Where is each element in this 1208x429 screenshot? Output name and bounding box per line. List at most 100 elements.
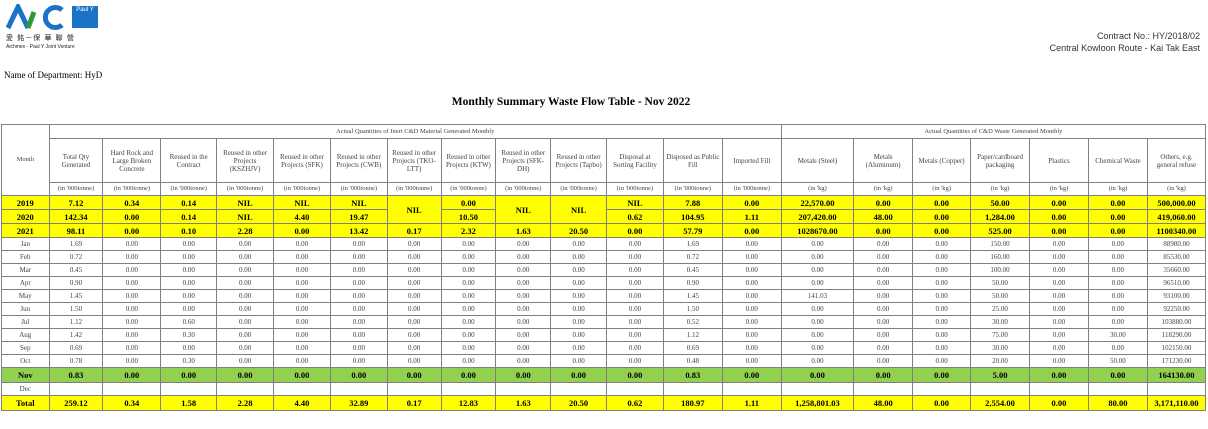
- table-cell: 25.00: [970, 302, 1030, 316]
- table-cell: 0.00: [912, 341, 972, 355]
- table-cell: 1100340.00: [1146, 223, 1207, 238]
- table-cell: 0.00: [606, 302, 664, 316]
- table-cell: 0.00: [102, 237, 162, 251]
- table-cell: 0.00: [780, 354, 855, 368]
- table-cell: 1.42: [48, 328, 104, 342]
- table-cell: 0.00: [550, 328, 607, 342]
- table-cell: 0.00: [853, 223, 914, 238]
- unit-cell: (in 'kg): [912, 182, 972, 196]
- table-cell: 0.00: [853, 289, 914, 303]
- table-cell: 0.00: [550, 250, 607, 264]
- table-cell: 0.00: [1087, 223, 1148, 238]
- table-row: May 1.45 0.00 0.00 0.00 0.00 0.00 0.00 0.00 0.00 0…: [1, 289, 1207, 303]
- table-cell: 0.00: [160, 250, 218, 264]
- table-cell: 75.00: [970, 328, 1030, 342]
- table-cell: 0.00: [386, 276, 442, 290]
- table-cell: 0.00: [329, 263, 388, 277]
- month-label: Apr: [1, 276, 50, 290]
- table-cell: [721, 382, 782, 396]
- table-cell: 0.00: [1029, 237, 1089, 251]
- table-cell: 0.00: [216, 354, 274, 368]
- table-cell: 0.00: [606, 237, 664, 251]
- table-cell: 0.00: [216, 237, 274, 251]
- table-cell: 0.00: [853, 354, 914, 368]
- table-cell: [853, 382, 914, 396]
- unit-cell: (in '000tonne): [102, 182, 162, 196]
- table-cell: [912, 382, 972, 396]
- table-cell: 0.00: [606, 341, 664, 355]
- table-cell: [495, 382, 552, 396]
- table-cell: 0.00: [216, 328, 274, 342]
- table-cell: 0.00: [606, 354, 664, 368]
- table-cell: 35660.00: [1146, 263, 1207, 277]
- table-cell: 0.00: [721, 341, 782, 355]
- table-cell: 0.00: [329, 289, 388, 303]
- table-cell: 0.00: [495, 250, 552, 264]
- table-cell: 0.00: [495, 237, 552, 251]
- table-cell: 3,171,110.00: [1146, 395, 1207, 411]
- department-name: Name of Department: HyD: [4, 70, 103, 80]
- table-cell: 0.83: [662, 367, 723, 383]
- table-cell: 0.00: [606, 328, 664, 342]
- table-cell: 0.00: [102, 367, 162, 383]
- table-cell: 0.00: [1087, 250, 1148, 264]
- table-cell: 50.00: [970, 276, 1030, 290]
- table-cell: 0.45: [662, 263, 723, 277]
- unit-cell: (in '000tonne): [216, 182, 274, 196]
- table-cell: 1.45: [48, 289, 104, 303]
- table-cell: 0.00: [721, 223, 782, 238]
- table-cell: 0.00: [329, 367, 388, 383]
- table-row: Jul 1.12 0.00 0.60 0.00 0.00 0.00 0.00 0.00 0.00 0…: [1, 315, 1207, 329]
- table-cell: 0.83: [48, 367, 104, 383]
- table-cell: 0.00: [853, 315, 914, 329]
- table-cell: 0.00: [721, 328, 782, 342]
- table-cell: 0.00: [1087, 315, 1148, 329]
- table-cell: 0.00: [853, 341, 914, 355]
- table-cell: 0.00: [160, 341, 218, 355]
- unit-cell: (in 'kg): [1029, 182, 1089, 196]
- company-en-name: Aichmex - Paul Y Joint Venture: [6, 44, 75, 50]
- table-cell: 0.00: [160, 276, 218, 290]
- table-cell: 0.00: [1087, 367, 1148, 383]
- table-cell: 0.00: [495, 328, 552, 342]
- table-cell: 0.00: [329, 341, 388, 355]
- unit-cell: (in '000tonne): [329, 182, 388, 196]
- table-cell: 0.00: [440, 328, 497, 342]
- table-cell: 0.00: [1029, 341, 1089, 355]
- table-cell: 57.79: [662, 223, 723, 238]
- table-cell: 0.00: [329, 276, 388, 290]
- table-cell: 0.00: [780, 328, 855, 342]
- table-cell: 1.63: [495, 395, 552, 411]
- unit-cell: (in '000tonne): [606, 182, 664, 196]
- table-cell: 0.00: [440, 289, 497, 303]
- table-cell: 0.00: [721, 276, 782, 290]
- company-cn-name: 愛 銘－保 華 聯 營: [6, 34, 75, 42]
- unit-cell: (in '000tonne): [48, 182, 104, 196]
- table-cell: 0.00: [386, 354, 442, 368]
- table-cell: 1.12: [48, 315, 104, 329]
- table-cell: 0.34: [102, 395, 162, 411]
- table-cell: 0.00: [1029, 276, 1089, 290]
- unit-cell: (in 'kg): [780, 182, 855, 196]
- table-cell: 0.00: [1029, 250, 1089, 264]
- table-cell: 0.00: [440, 354, 497, 368]
- table-cell: 0.00: [606, 315, 664, 329]
- table-cell: 0.30: [160, 354, 218, 368]
- table-cell: 0.00: [1029, 367, 1089, 383]
- table-cell: 0.00: [606, 223, 664, 238]
- current-month-row: Nov 0.83 0.00 0.00 0.00 0.00 0.00 0.00 0.00 0.00 0…: [1, 367, 1207, 383]
- table-cell: 0.00: [273, 302, 331, 316]
- table-cell: [1029, 382, 1089, 396]
- table-cell: 0.00: [386, 237, 442, 251]
- page-title: Monthly Summary Waste Flow Table - Nov 2…: [451, 96, 691, 108]
- table-cell: 50.00: [1087, 354, 1148, 368]
- table-cell: 0.00: [853, 302, 914, 316]
- company-logo: Paul Y 愛 銘－保 華 聯 營 Aichmex - Paul Y Join…: [6, 4, 102, 54]
- table-cell: 2.28: [216, 395, 274, 411]
- table-cell: 0.00: [386, 328, 442, 342]
- table-cell: 1.50: [662, 302, 723, 316]
- month-label: May: [1, 289, 50, 303]
- table-cell: 0.00: [721, 237, 782, 251]
- table-cell: 0.00: [912, 315, 972, 329]
- table-cell: 0.00: [216, 315, 274, 329]
